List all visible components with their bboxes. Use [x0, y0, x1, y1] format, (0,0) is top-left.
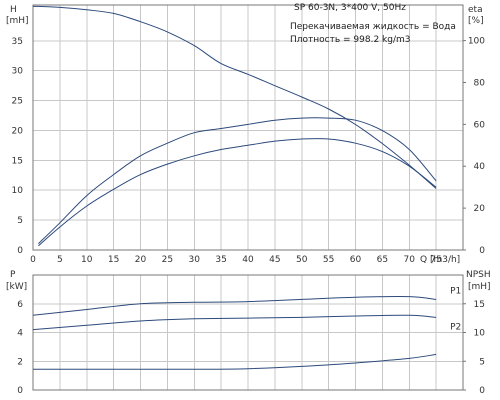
- npsh-axis-unit: [mH]: [468, 282, 491, 292]
- bottom-chart-curves: P1 P2: [32, 286, 461, 370]
- p-tick-label: 6: [17, 300, 23, 310]
- h-tick-label: 10: [12, 186, 24, 196]
- x-tick-label: 45: [269, 255, 280, 265]
- h-tick-label: 25: [12, 97, 23, 107]
- npsh-axis-label: NPSH: [466, 270, 491, 280]
- density-info-text: Плотность = 998.2 kg/m3: [290, 35, 411, 45]
- h-axis-unit: [mH]: [6, 16, 29, 26]
- top-h-curve-0: [32, 5, 437, 189]
- q-axis-label: Q [m3/h]: [420, 255, 460, 265]
- npsh-tick-label: 15: [474, 300, 485, 310]
- eta-tick-label: 80: [474, 78, 486, 88]
- h-tick-label: 20: [12, 126, 24, 136]
- x-tick-label: 70: [404, 255, 416, 265]
- h-tick-label: 35: [12, 37, 23, 47]
- curve-p1: [32, 295, 437, 316]
- eta-axis-unit: [%]: [468, 16, 484, 26]
- top-chart-ticks: 0 5 10 15 20 25 30 35 40 45 50 55 60 65 70 75 0 5 10 15 20 25…: [12, 37, 486, 265]
- x-tick-label: 5: [57, 255, 63, 265]
- x-tick-label: 20: [135, 255, 147, 265]
- x-tick-label: 10: [81, 255, 93, 265]
- eta-axis-label: eta: [468, 5, 483, 15]
- bottom-chart-grid: [32, 275, 463, 391]
- bottom-npsh-curve-2: [33, 353, 437, 370]
- eta-tick-label: 0: [479, 246, 485, 256]
- h-tick-label: 5: [17, 216, 23, 226]
- x-tick-label: 55: [323, 255, 334, 265]
- x-tick-label: 15: [108, 255, 119, 265]
- x-tick-label: 50: [296, 255, 308, 265]
- top-chart-grid: [32, 5, 463, 251]
- x-tick-label: 60: [350, 255, 362, 265]
- bottom-chart-ticks: 0 2 4 6 0 5 10 15: [17, 300, 485, 396]
- x-tick-label: 40: [242, 255, 254, 265]
- x-tick-label: 65: [377, 255, 388, 265]
- x-tick-label: 30: [189, 255, 201, 265]
- h-tick-label: 30: [12, 67, 24, 77]
- top-chart-frame: [32, 4, 464, 251]
- pump-model-text: SP 60-3N, 3*400 V, 50Hz: [294, 3, 406, 13]
- p-tick-label: 0: [17, 386, 23, 396]
- p-tick-label: 2: [17, 357, 23, 367]
- x-tick-label: 75: [430, 255, 441, 265]
- p-axis-label: P: [10, 270, 16, 280]
- top-eta-curve-1: [38, 117, 437, 245]
- h-tick-label: 0: [17, 246, 23, 256]
- eta-tick-label: 20: [474, 204, 486, 214]
- series-label-p1: P1: [450, 286, 461, 296]
- p-tick-label: 4: [17, 329, 23, 339]
- curve-p2: [32, 314, 437, 331]
- eta-tick-label: 100: [468, 37, 485, 47]
- fluid-info-text: Перекачиваемая жидкость = Вода: [290, 22, 456, 32]
- npsh-tick-label: 10: [474, 329, 486, 339]
- npsh-tick-label: 5: [479, 357, 485, 367]
- x-tick-label: 35: [215, 255, 226, 265]
- series-label-p2: P2: [450, 322, 461, 332]
- eta-tick-label: 60: [474, 120, 486, 130]
- top-chart-curves: [32, 5, 437, 247]
- top-eta-curve-2: [38, 138, 437, 247]
- h-tick-label: 15: [12, 156, 23, 166]
- x-tick-label: 0: [30, 255, 36, 265]
- x-tick-label: 25: [162, 255, 173, 265]
- p-axis-unit: [kW]: [6, 282, 27, 292]
- h-axis-label: H: [10, 5, 17, 15]
- npsh-tick-label: 0: [479, 386, 485, 396]
- eta-tick-label: 40: [474, 162, 486, 172]
